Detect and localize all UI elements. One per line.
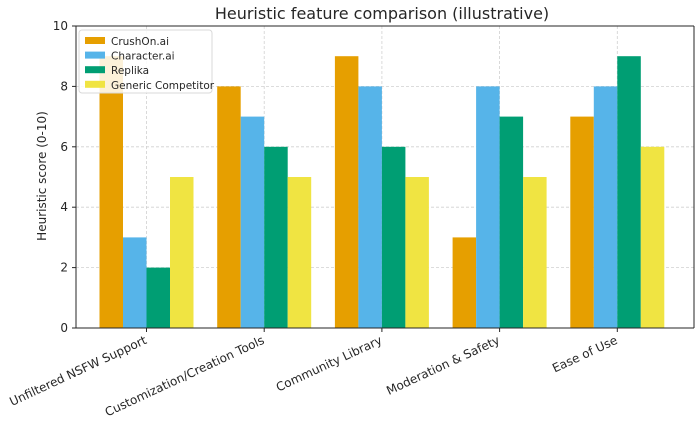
legend-box xyxy=(78,29,213,94)
y-tick-labels: 0 2 4 6 8 10 xyxy=(53,19,68,335)
bar xyxy=(217,86,241,329)
bar xyxy=(99,56,123,328)
x-tick-label: Moderation & Safety xyxy=(384,333,502,398)
legend-swatch xyxy=(85,51,105,59)
legend-swatch xyxy=(85,80,105,88)
bars xyxy=(99,56,665,329)
y-tick-label: 2 xyxy=(60,261,68,275)
bar xyxy=(570,116,594,328)
legend-swatch xyxy=(85,37,105,44)
y-tick-label: 4 xyxy=(60,200,68,214)
bar xyxy=(617,56,641,328)
legend-label: CrushOn.ai xyxy=(111,36,169,48)
bar xyxy=(381,146,406,328)
legend-label: Generic Competitor xyxy=(111,80,215,92)
bar xyxy=(287,177,312,328)
bar xyxy=(240,116,265,328)
bar xyxy=(334,56,359,328)
x-tick-labels: Unfiltered NSFW SupportCustomization/Cre… xyxy=(7,333,619,419)
bar xyxy=(358,86,382,329)
y-axis-label: Heuristic score (0-10) xyxy=(35,111,49,241)
y-tick-label: 10 xyxy=(53,19,68,33)
bar xyxy=(264,146,288,328)
chart-title: Heuristic feature comparison (illustrati… xyxy=(215,4,549,23)
x-tick-label: Community Library xyxy=(274,333,384,394)
bar xyxy=(170,177,194,328)
x-tick-label: Ease of Use xyxy=(550,333,620,375)
y-tick-label: 6 xyxy=(60,140,68,154)
legend-label: Character.ai xyxy=(111,51,175,63)
bar xyxy=(123,237,147,328)
axes xyxy=(72,25,695,332)
bar xyxy=(593,86,618,329)
legend-label: Replika xyxy=(111,65,149,77)
bar xyxy=(523,177,547,328)
bar xyxy=(405,177,429,328)
bar xyxy=(452,237,477,328)
y-tick-label: 0 xyxy=(60,321,68,335)
legend: CrushOn.ai Character.ai Replika Generic Com… xyxy=(78,29,215,94)
bar xyxy=(640,146,665,328)
legend-swatch xyxy=(85,66,105,74)
bar xyxy=(499,116,524,328)
y-tick-label: 8 xyxy=(60,79,68,93)
bar xyxy=(146,267,170,328)
bar xyxy=(476,86,500,329)
